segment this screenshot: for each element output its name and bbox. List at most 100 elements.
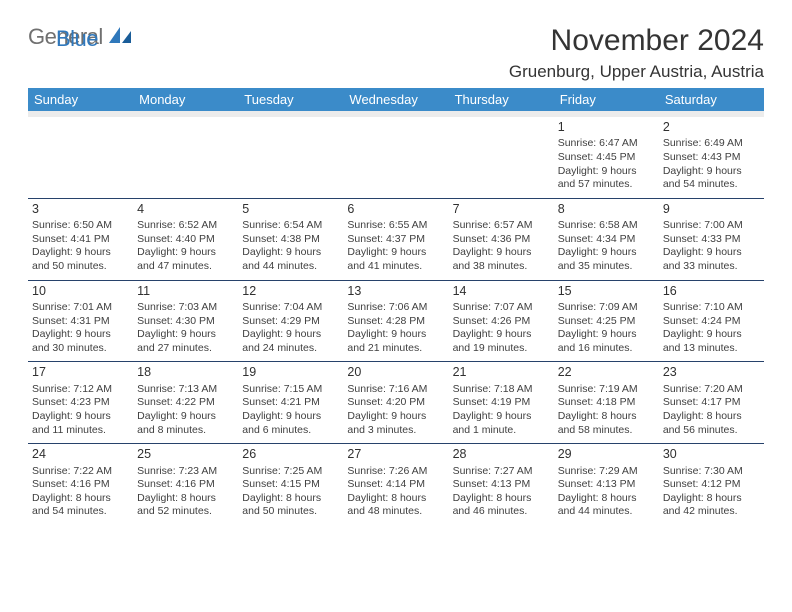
weekday-header: Tuesday xyxy=(238,88,343,111)
calendar-day-cell: 9Sunrise: 7:00 AMSunset: 4:33 PMDaylight… xyxy=(659,198,764,280)
day-number: 30 xyxy=(663,446,760,462)
daylight-text: and 33 minutes. xyxy=(663,260,760,274)
daylight-text: and 57 minutes. xyxy=(558,178,655,192)
day-number: 28 xyxy=(453,446,550,462)
sunset-text: Sunset: 4:16 PM xyxy=(137,478,234,492)
day-number: 13 xyxy=(347,283,444,299)
day-number: 4 xyxy=(137,201,234,217)
daylight-text: and 19 minutes. xyxy=(453,342,550,356)
sunrise-text: Sunrise: 6:50 AM xyxy=(32,219,129,233)
daylight-text: and 44 minutes. xyxy=(558,505,655,519)
sunrise-text: Sunrise: 7:18 AM xyxy=(453,383,550,397)
sunrise-text: Sunrise: 7:26 AM xyxy=(347,465,444,479)
calendar-day-cell: 18Sunrise: 7:13 AMSunset: 4:22 PMDayligh… xyxy=(133,362,238,444)
day-number: 15 xyxy=(558,283,655,299)
sunset-text: Sunset: 4:15 PM xyxy=(242,478,339,492)
daylight-text: and 13 minutes. xyxy=(663,342,760,356)
sunset-text: Sunset: 4:36 PM xyxy=(453,233,550,247)
calendar-day-cell xyxy=(343,117,448,198)
daylight-text: and 1 minute. xyxy=(453,424,550,438)
day-number: 21 xyxy=(453,364,550,380)
sunrise-text: Sunrise: 6:47 AM xyxy=(558,137,655,151)
daylight-text: and 47 minutes. xyxy=(137,260,234,274)
sunset-text: Sunset: 4:45 PM xyxy=(558,151,655,165)
daylight-text: and 50 minutes. xyxy=(242,505,339,519)
logo-word-blue: Blue xyxy=(56,26,98,52)
sunrise-text: Sunrise: 7:07 AM xyxy=(453,301,550,315)
daylight-text: Daylight: 9 hours xyxy=(137,328,234,342)
calendar-day-cell: 19Sunrise: 7:15 AMSunset: 4:21 PMDayligh… xyxy=(238,362,343,444)
day-number: 25 xyxy=(137,446,234,462)
calendar-day-cell: 10Sunrise: 7:01 AMSunset: 4:31 PMDayligh… xyxy=(28,280,133,362)
day-number: 1 xyxy=(558,119,655,135)
sunset-text: Sunset: 4:43 PM xyxy=(663,151,760,165)
daylight-text: Daylight: 9 hours xyxy=(137,246,234,260)
weekday-header: Friday xyxy=(554,88,659,111)
daylight-text: and 56 minutes. xyxy=(663,424,760,438)
daylight-text: and 11 minutes. xyxy=(32,424,129,438)
daylight-text: Daylight: 9 hours xyxy=(32,328,129,342)
sunrise-text: Sunrise: 7:13 AM xyxy=(137,383,234,397)
calendar-day-cell xyxy=(238,117,343,198)
sunset-text: Sunset: 4:37 PM xyxy=(347,233,444,247)
calendar-day-cell xyxy=(28,117,133,198)
sunset-text: Sunset: 4:23 PM xyxy=(32,396,129,410)
day-number: 22 xyxy=(558,364,655,380)
daylight-text: Daylight: 9 hours xyxy=(347,410,444,424)
sunrise-text: Sunrise: 7:25 AM xyxy=(242,465,339,479)
weekday-header: Sunday xyxy=(28,88,133,111)
daylight-text: Daylight: 9 hours xyxy=(453,246,550,260)
calendar-day-cell: 1Sunrise: 6:47 AMSunset: 4:45 PMDaylight… xyxy=(554,117,659,198)
sunset-text: Sunset: 4:26 PM xyxy=(453,315,550,329)
calendar-day-cell: 5Sunrise: 6:54 AMSunset: 4:38 PMDaylight… xyxy=(238,198,343,280)
calendar-day-cell: 20Sunrise: 7:16 AMSunset: 4:20 PMDayligh… xyxy=(343,362,448,444)
sunrise-text: Sunrise: 7:09 AM xyxy=(558,301,655,315)
daylight-text: and 46 minutes. xyxy=(453,505,550,519)
sunset-text: Sunset: 4:25 PM xyxy=(558,315,655,329)
day-number: 8 xyxy=(558,201,655,217)
day-number: 24 xyxy=(32,446,129,462)
calendar-day-cell: 21Sunrise: 7:18 AMSunset: 4:19 PMDayligh… xyxy=(449,362,554,444)
calendar-day-cell: 12Sunrise: 7:04 AMSunset: 4:29 PMDayligh… xyxy=(238,280,343,362)
daylight-text: Daylight: 9 hours xyxy=(347,246,444,260)
day-number: 10 xyxy=(32,283,129,299)
calendar-day-cell: 7Sunrise: 6:57 AMSunset: 4:36 PMDaylight… xyxy=(449,198,554,280)
calendar-day-cell: 16Sunrise: 7:10 AMSunset: 4:24 PMDayligh… xyxy=(659,280,764,362)
calendar-day-cell: 6Sunrise: 6:55 AMSunset: 4:37 PMDaylight… xyxy=(343,198,448,280)
header: General Blue November 2024 Gruenburg, Up… xyxy=(28,24,764,82)
sunrise-text: Sunrise: 6:49 AM xyxy=(663,137,760,151)
sunset-text: Sunset: 4:14 PM xyxy=(347,478,444,492)
daylight-text: Daylight: 9 hours xyxy=(32,410,129,424)
sunrise-text: Sunrise: 7:00 AM xyxy=(663,219,760,233)
calendar-day-cell: 15Sunrise: 7:09 AMSunset: 4:25 PMDayligh… xyxy=(554,280,659,362)
sunset-text: Sunset: 4:17 PM xyxy=(663,396,760,410)
day-number: 27 xyxy=(347,446,444,462)
daylight-text: Daylight: 9 hours xyxy=(663,246,760,260)
sunset-text: Sunset: 4:38 PM xyxy=(242,233,339,247)
day-number: 29 xyxy=(558,446,655,462)
sunset-text: Sunset: 4:22 PM xyxy=(137,396,234,410)
sunset-text: Sunset: 4:30 PM xyxy=(137,315,234,329)
logo: General Blue xyxy=(28,24,138,68)
calendar-day-cell: 4Sunrise: 6:52 AMSunset: 4:40 PMDaylight… xyxy=(133,198,238,280)
sunrise-text: Sunrise: 7:12 AM xyxy=(32,383,129,397)
calendar-day-cell: 27Sunrise: 7:26 AMSunset: 4:14 PMDayligh… xyxy=(343,444,448,525)
daylight-text: Daylight: 9 hours xyxy=(663,328,760,342)
calendar-week-row: 3Sunrise: 6:50 AMSunset: 4:41 PMDaylight… xyxy=(28,198,764,280)
day-number: 20 xyxy=(347,364,444,380)
sunset-text: Sunset: 4:20 PM xyxy=(347,396,444,410)
sunset-text: Sunset: 4:16 PM xyxy=(32,478,129,492)
sunset-text: Sunset: 4:19 PM xyxy=(453,396,550,410)
weekday-header: Wednesday xyxy=(343,88,448,111)
sunset-text: Sunset: 4:13 PM xyxy=(558,478,655,492)
daylight-text: Daylight: 9 hours xyxy=(32,246,129,260)
day-number: 7 xyxy=(453,201,550,217)
daylight-text: Daylight: 8 hours xyxy=(663,410,760,424)
sunrise-text: Sunrise: 7:27 AM xyxy=(453,465,550,479)
day-number: 19 xyxy=(242,364,339,380)
calendar-week-row: 10Sunrise: 7:01 AMSunset: 4:31 PMDayligh… xyxy=(28,280,764,362)
weekday-header-row: SundayMondayTuesdayWednesdayThursdayFrid… xyxy=(28,88,764,111)
weekday-header: Saturday xyxy=(659,88,764,111)
sunrise-text: Sunrise: 7:19 AM xyxy=(558,383,655,397)
day-number: 6 xyxy=(347,201,444,217)
